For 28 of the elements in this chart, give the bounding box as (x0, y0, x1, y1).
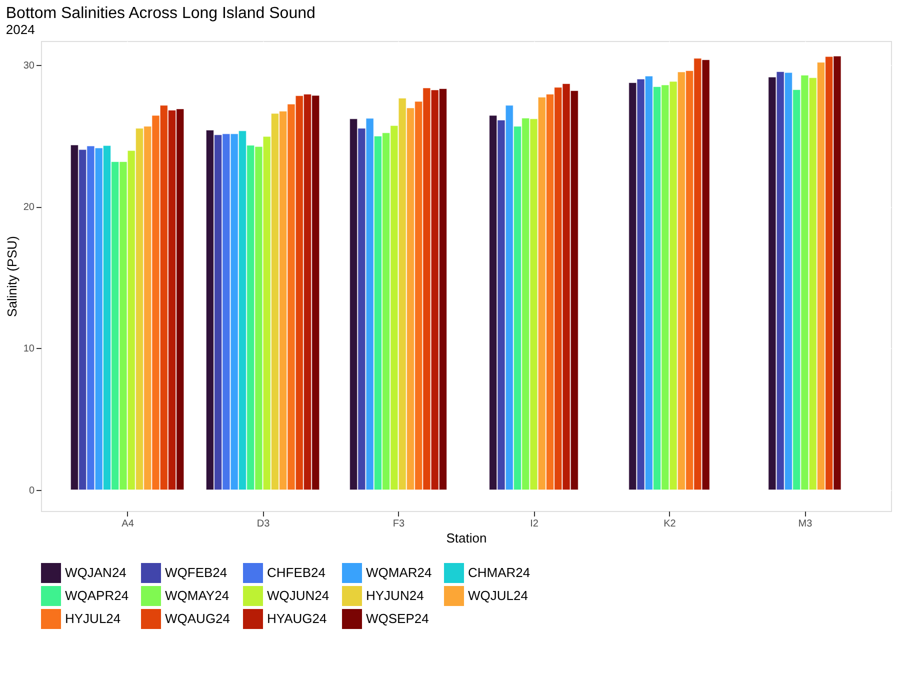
legend-label: WQSEP24 (366, 611, 429, 626)
legend-label: WQJUL24 (468, 588, 528, 603)
legend-label: WQJUN24 (267, 588, 330, 603)
x-tick-label: I2 (530, 518, 539, 530)
y-tick-label: 30 (23, 60, 35, 72)
x-tick-label: D3 (256, 518, 270, 530)
legend-label: HYJUL24 (65, 611, 121, 626)
x-tick-label: A4 (122, 518, 134, 530)
legend-label: WQAPR24 (65, 588, 129, 603)
y-tick-label: 20 (23, 202, 35, 214)
legend-label: WQMAR24 (366, 565, 432, 580)
x-tick-label: K2 (664, 518, 676, 530)
legend-label: WQJAN24 (65, 565, 126, 580)
chart-subtitle: 2024 (6, 22, 35, 37)
legend-label: CHMAR24 (468, 565, 530, 580)
legend-label: CHFEB24 (267, 565, 326, 580)
chart-title: Bottom Salinities Across Long Island Sound (6, 5, 316, 22)
legend-label: WQFEB24 (165, 565, 228, 580)
x-axis-title: Station (446, 530, 487, 546)
legend-label: HYJUN24 (366, 588, 424, 603)
legend-label: WQMAY24 (165, 588, 230, 603)
y-tick-label: 10 (23, 344, 35, 355)
x-tick-label: F3 (392, 518, 406, 530)
legend-label: WQAUG24 (165, 611, 230, 626)
y-axis-title: Salinity (PSU) (4, 236, 20, 317)
legend-label: HYAUG24 (267, 611, 327, 626)
x-tick-label: M3 (798, 518, 813, 530)
y-tick-label: 0 (28, 485, 35, 496)
